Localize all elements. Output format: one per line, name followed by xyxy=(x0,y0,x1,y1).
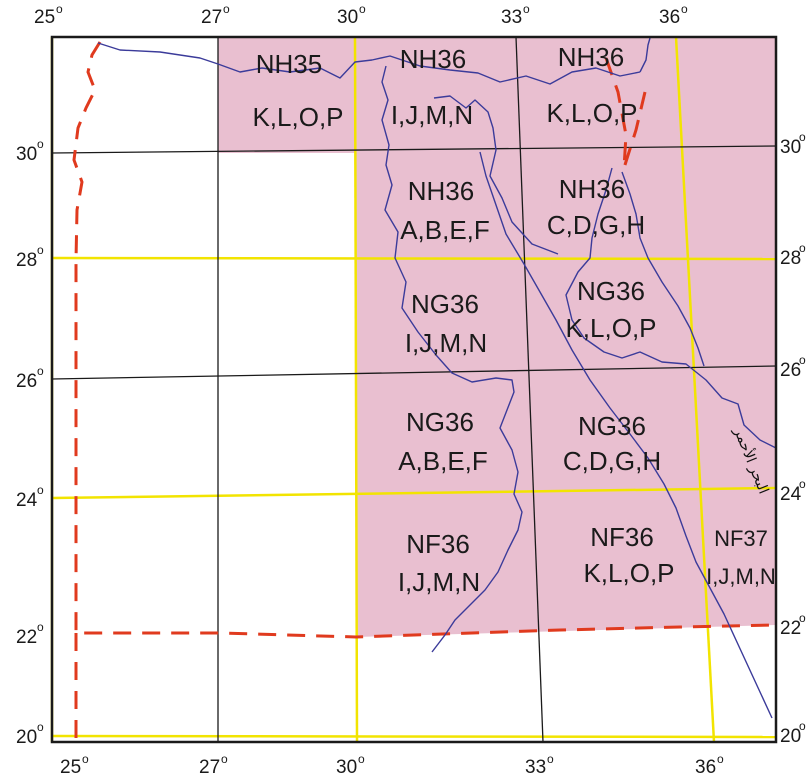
degree-mark: o xyxy=(223,2,230,16)
degree-mark: o xyxy=(37,137,44,151)
sheet-label: NG36 xyxy=(578,411,646,441)
degree-mark: o xyxy=(799,241,806,255)
sheet-label: K,L,O,P xyxy=(546,98,637,128)
longitude-label: 25 xyxy=(60,757,81,778)
longitude-label: 33 xyxy=(501,7,522,28)
latitude-label: 26 xyxy=(16,371,37,392)
sheet-label: NH36 xyxy=(408,176,474,206)
map-frame xyxy=(50,35,778,744)
sheet-label: NH36 xyxy=(400,44,466,74)
longitude-label: 25 xyxy=(34,7,55,28)
degree-mark: o xyxy=(37,620,44,634)
sheet-label: NF36 xyxy=(406,529,470,559)
sheet-label: NH35 xyxy=(256,49,322,79)
latitude-label: 20 xyxy=(16,727,37,748)
degree-mark: o xyxy=(547,752,554,766)
degree-mark: o xyxy=(717,752,724,766)
degree-mark: o xyxy=(221,752,228,766)
latitude-label: 28 xyxy=(780,248,801,269)
degree-mark: o xyxy=(799,130,806,144)
degree-mark: o xyxy=(681,2,688,16)
sheet-label: K,L,O,P xyxy=(252,102,343,132)
degree-mark: o xyxy=(37,483,44,497)
sheet-label: C,D,G,H xyxy=(547,210,645,240)
map-black-grid xyxy=(51,36,777,743)
sheet-label: A,B,E,F xyxy=(400,215,490,245)
degree-mark: o xyxy=(359,2,366,16)
longitude-labels-top: 25 o 27 o 30 o 33 o 36 o xyxy=(34,2,688,28)
sheet-label: I,J,M,N xyxy=(391,100,473,130)
latitude-label: 24 xyxy=(780,484,802,505)
degree-mark: o xyxy=(82,752,89,766)
degree-mark: o xyxy=(358,752,365,766)
sheet-label: I,J,M,N xyxy=(706,564,776,589)
latitude-label: 28 xyxy=(16,250,37,271)
longitude-label: 27 xyxy=(201,7,222,28)
sheet-label: NF36 xyxy=(590,522,654,552)
degree-mark: o xyxy=(523,2,530,16)
degree-mark: o xyxy=(37,364,44,378)
sheet-label: NF37 xyxy=(714,526,768,551)
degree-mark: o xyxy=(799,611,806,625)
longitude-label: 33 xyxy=(525,757,546,778)
sheet-labels: NH35 K,L,O,P NH36 I,J,M,N NH36 K,L,O,P N… xyxy=(252,42,775,597)
latitude-label: 22 xyxy=(16,627,37,648)
longitude-label: 30 xyxy=(337,7,358,28)
latitude-label: 30 xyxy=(16,144,37,165)
sheet-label: NG36 xyxy=(411,289,479,319)
latitude-label: 30 xyxy=(780,137,801,158)
latitude-label: 24 xyxy=(16,490,38,511)
longitude-label: 36 xyxy=(659,7,680,28)
sheet-label: NG36 xyxy=(406,407,474,437)
sheet-label: K,L,O,P xyxy=(565,313,656,343)
degree-mark: o xyxy=(799,477,806,491)
sheet-label: NH36 xyxy=(558,42,624,72)
sheet-label: NG36 xyxy=(577,276,645,306)
degree-mark: o xyxy=(799,353,806,367)
sheet-label: A,B,E,F xyxy=(398,446,488,476)
longitude-labels-bottom: 25 o 27 o 30 o 33 o 36 o xyxy=(60,752,724,778)
degree-mark: o xyxy=(56,2,63,16)
degree-mark: o xyxy=(37,243,44,257)
sheet-label: I,J,M,N xyxy=(398,567,480,597)
political-boundary xyxy=(72,41,777,742)
latitude-label: 20 xyxy=(780,726,801,747)
latitude-labels-right: 30 o 28 o 26 o 24 o 22 o 20 o xyxy=(780,130,806,747)
sheet-label: K,L,O,P xyxy=(583,558,674,588)
sheet-label: NH36 xyxy=(559,174,625,204)
sheet-label: I,J,M,N xyxy=(405,328,487,358)
degree-mark: o xyxy=(799,719,806,733)
longitude-label: 30 xyxy=(336,757,357,778)
latitude-label: 26 xyxy=(780,360,801,381)
degree-mark: o xyxy=(37,720,44,734)
sheet-label: C,D,G,H xyxy=(563,446,661,476)
longitude-label: 27 xyxy=(199,757,220,778)
latitude-label: 22 xyxy=(780,618,801,639)
longitude-label: 36 xyxy=(695,757,716,778)
coastline-and-nile xyxy=(97,37,777,719)
latitude-labels-left: 30 o 28 o 26 o 24 o 22 o 20 o xyxy=(16,137,44,748)
